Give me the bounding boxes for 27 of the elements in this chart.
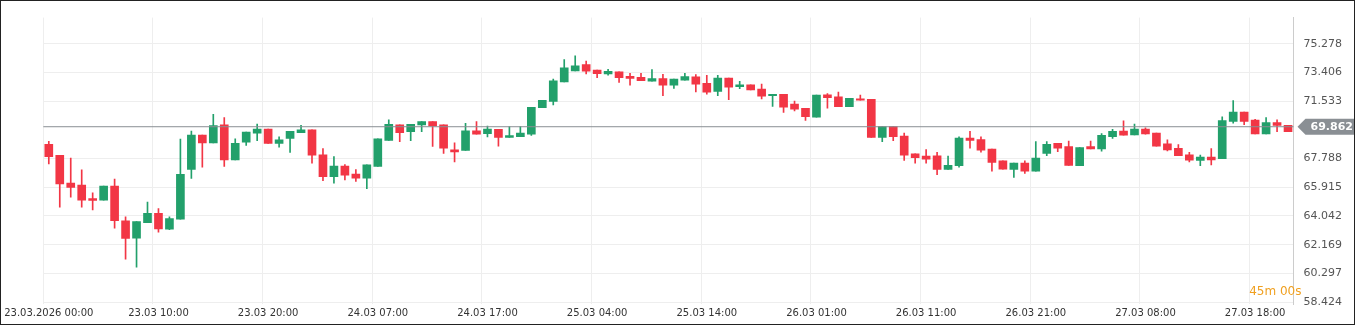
x-tick-label: 25.03 14:00 xyxy=(676,306,738,318)
y-tick-label: 58.424 xyxy=(1303,294,1343,308)
x-tick-label: 23.03 10:00 xyxy=(128,306,189,318)
annotation: 45m 00s xyxy=(1249,284,1302,299)
ref-line-label: 69.862 xyxy=(1310,120,1353,134)
x-tick-label: 27.03 18:00 xyxy=(1224,306,1286,318)
x-tick-label: 24.03 17:00 xyxy=(457,306,518,318)
y-tick-label: 67.788 xyxy=(1303,151,1343,165)
x-tick-label: 26.03 11:00 xyxy=(895,306,957,318)
y-tick-label: 65.915 xyxy=(1303,180,1343,194)
x-tick-label: 25.03 04:00 xyxy=(566,306,628,318)
y-tick-label: 64.042 xyxy=(1303,208,1343,222)
x-tick-label: 26.03 21:00 xyxy=(1005,306,1067,318)
y-tick-label: 60.297 xyxy=(1303,266,1343,280)
x-tick-label: 24.03 07:00 xyxy=(347,306,409,318)
x-tick-label: 27.03 08:00 xyxy=(1115,306,1176,318)
x-tick-label: 26.03 01:00 xyxy=(786,306,847,318)
y-tick-label: 71.533 xyxy=(1303,93,1343,107)
y-tick-label: 62.169 xyxy=(1303,237,1343,251)
x-tick-label: 23.03 20:00 xyxy=(237,306,299,318)
y-tick-label: 73.406 xyxy=(1303,65,1343,79)
y-tick-label: 75.278 xyxy=(1303,36,1343,50)
candlestick xyxy=(66,157,76,198)
x-tick-label: 23.03.2026 00:00 xyxy=(4,306,94,318)
candlestick xyxy=(735,81,745,90)
candlestick xyxy=(965,131,975,149)
candlestick xyxy=(625,73,635,86)
